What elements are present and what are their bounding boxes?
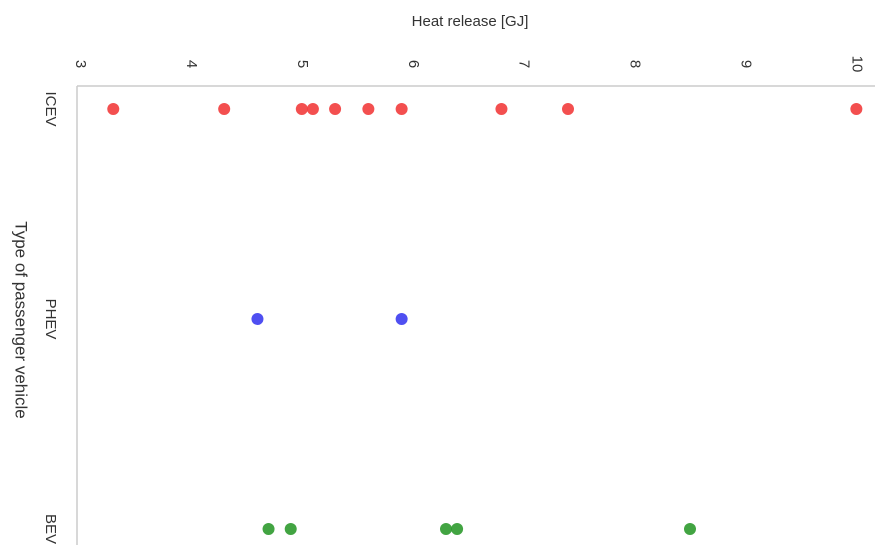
point <box>329 103 342 115</box>
point <box>218 103 231 115</box>
point <box>562 103 574 115</box>
x-tick-label: 6 <box>405 60 422 68</box>
point <box>850 103 863 115</box>
y-tick-label: BEV <box>42 514 59 544</box>
point <box>284 523 297 535</box>
x-axis-label: Heat release [GJ] <box>412 13 529 30</box>
y-tick-label: PHEV <box>42 299 59 340</box>
x-tick-label: 7 <box>516 60 533 68</box>
point <box>440 523 452 535</box>
x-tick-label: 10 <box>848 56 865 73</box>
x-tick-label: 8 <box>627 60 644 68</box>
x-tick-label: 3 <box>72 60 89 68</box>
point <box>395 313 408 325</box>
y-axis-label: Type of passenger vehicle <box>12 221 31 419</box>
point <box>306 103 319 115</box>
point <box>362 103 375 115</box>
point <box>684 523 696 535</box>
x-tick-label: 9 <box>737 60 754 68</box>
y-tick-label: ICEV <box>42 91 59 126</box>
point <box>107 103 120 115</box>
point <box>451 523 464 535</box>
point <box>495 103 508 115</box>
x-tick-label: 5 <box>294 60 311 68</box>
x-tick-label: 4 <box>183 60 200 68</box>
point <box>262 523 275 535</box>
point <box>395 103 408 115</box>
point <box>295 103 308 115</box>
point <box>251 313 264 325</box>
